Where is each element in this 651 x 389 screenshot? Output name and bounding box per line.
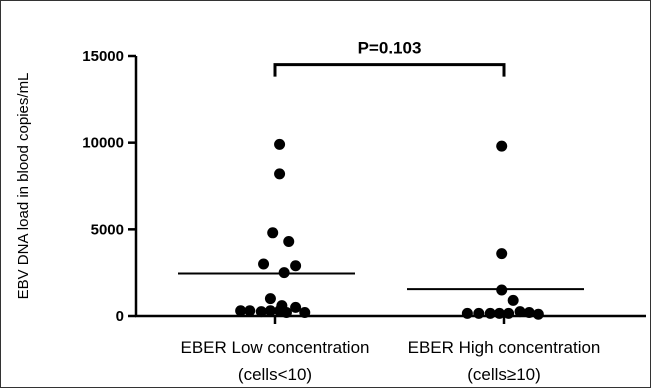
data-point — [255, 306, 267, 318]
significance-bracket — [273, 63, 506, 77]
x-tick-label-line2: (cells≥10) — [467, 365, 541, 384]
data-point — [274, 168, 286, 180]
data-point — [264, 305, 276, 317]
x-axis-ticks: EBER Low concentration (cells<10) EBER Hig… — [181, 316, 601, 384]
data-point — [461, 307, 473, 319]
data-point — [523, 307, 535, 319]
data-point — [493, 307, 505, 319]
data-point — [507, 294, 519, 306]
y-axis-label: EBV DNA load in blood copies/mL — [15, 73, 32, 300]
x-tick-label-line1: EBER High concentration — [408, 338, 601, 357]
data-point — [274, 138, 286, 150]
data-point — [484, 307, 496, 319]
bracket-line — [273, 63, 506, 77]
data-point — [299, 307, 311, 319]
y-tick-label: 5000 — [91, 221, 124, 238]
y-tick-label: 10000 — [82, 135, 124, 152]
data-point — [496, 140, 508, 152]
data-point — [473, 307, 485, 319]
data-point — [532, 308, 544, 320]
data-point — [264, 293, 276, 305]
axes — [134, 56, 646, 318]
data-point — [235, 305, 247, 317]
data-point — [258, 258, 270, 270]
x-tick-label-line1: EBER Low concentration — [181, 338, 370, 357]
data-point — [276, 300, 288, 312]
y-tick-label: 0 — [116, 308, 124, 325]
data-point — [244, 305, 256, 317]
data-point — [290, 301, 302, 313]
data-point — [514, 306, 526, 318]
data-point — [283, 235, 295, 247]
data-point — [503, 307, 515, 319]
p-value-annotation: P=0.103 — [358, 39, 422, 58]
data-point — [290, 260, 302, 272]
y-tick-label: 15000 — [82, 48, 124, 65]
data-point — [496, 248, 508, 260]
data-points — [235, 138, 544, 320]
y-axis-ticks: 0 5000 10000 15000 — [82, 48, 136, 325]
data-point — [267, 227, 279, 239]
x-tick-label-line2: (cells<10) — [238, 365, 312, 384]
mean-lines — [178, 272, 584, 291]
